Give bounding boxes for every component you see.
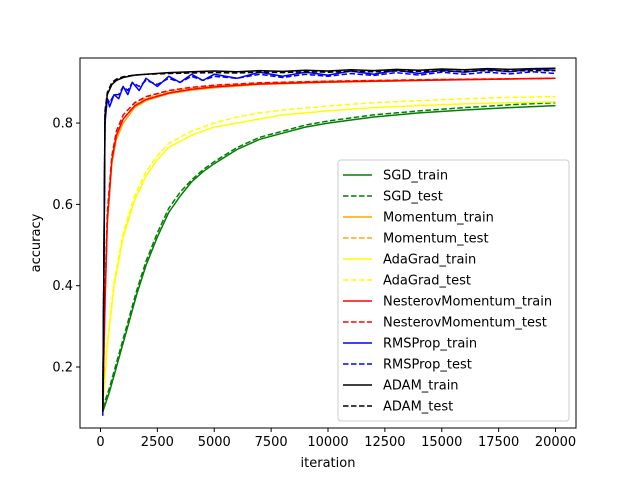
series-line-rmsprop-test	[102, 71, 556, 412]
legend-label: ADAM_train	[383, 379, 459, 394]
series-line-adam-test	[102, 69, 556, 408]
x-tick-label: 0	[96, 435, 104, 450]
x-tick-label: 12500	[364, 435, 405, 450]
series-line-adagrad-train	[102, 101, 556, 408]
y-tick-label: 0.2	[52, 361, 73, 376]
series-line-nesterovmomentum-test	[102, 77, 556, 404]
x-tick-label: 10000	[307, 435, 348, 450]
legend-label: Momentum_train	[383, 211, 494, 226]
y-axis-label: accuracy	[29, 213, 44, 272]
x-tick-label: 2500	[141, 435, 174, 450]
legend-label: SGD_train	[383, 169, 448, 184]
y-tick-label: 0.8	[52, 117, 73, 132]
legend-label: NesterovMomentum_train	[383, 295, 552, 310]
series-line-rmsprop-train	[102, 68, 556, 416]
y-tick-label: 0.4	[52, 279, 73, 294]
x-tick-label: 17500	[478, 435, 519, 450]
legend-box	[337, 159, 570, 422]
series-line-sgd-train	[102, 104, 556, 412]
series-line-adagrad-test	[102, 95, 556, 404]
legend-label: SGD_test	[383, 190, 443, 205]
legend-label: AdaGrad_test	[383, 274, 471, 289]
x-tick-label: 15000	[421, 435, 462, 450]
legend-label: NesterovMomentum_test	[383, 316, 547, 331]
series-line-sgd-test	[102, 101, 556, 408]
legend: SGD_train SGD_test Momentum_train Momentum_…	[337, 159, 570, 422]
series-line-adam-train	[102, 67, 556, 412]
legend-label: AdaGrad_train	[383, 253, 476, 268]
legend-label: ADAM_test	[383, 400, 453, 415]
legend-label: RMSProp_test	[383, 358, 472, 373]
x-axis: 0 2500 5000 7500 10000 12500 15000 17500 20000	[96, 428, 576, 450]
y-tick-label: 0.6	[52, 198, 73, 213]
series-layer	[102, 67, 556, 416]
y-axis: 0.2 0.4 0.6 0.8	[52, 117, 80, 376]
x-tick-label: 20000	[535, 435, 576, 450]
x-axis-label: iteration	[301, 456, 356, 471]
legend-label: Momentum_test	[383, 232, 489, 247]
x-tick-label: 7500	[255, 435, 288, 450]
x-tick-label: 5000	[198, 435, 231, 450]
legend-label: RMSProp_train	[383, 337, 477, 352]
